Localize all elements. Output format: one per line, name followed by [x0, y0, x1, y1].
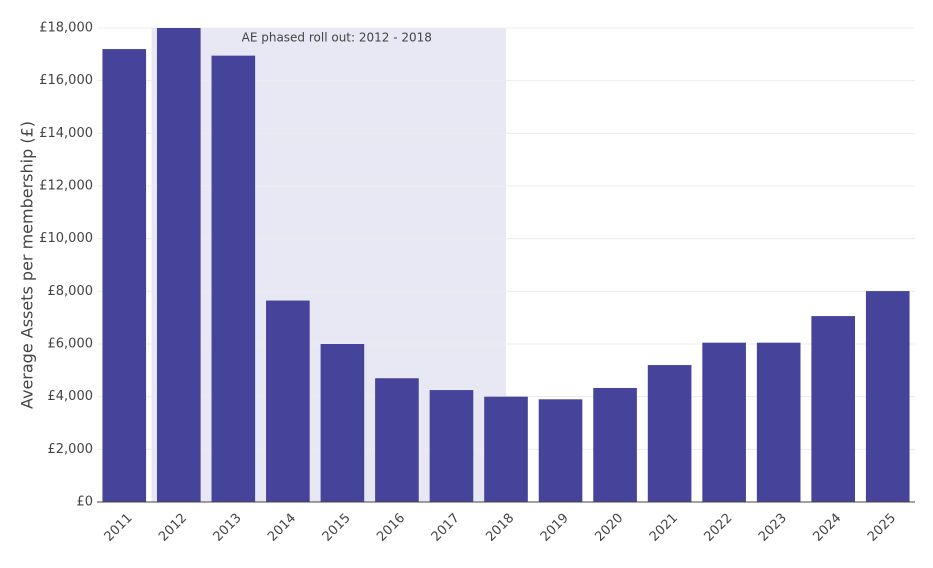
- bar: [375, 378, 419, 502]
- y-axis-title: Average Assets per membership (£): [18, 121, 37, 409]
- bar: [865, 291, 910, 502]
- bar: [756, 342, 801, 502]
- highlight-label: AE phased roll out: 2012 - 2018: [242, 31, 432, 45]
- bar: [647, 365, 692, 502]
- bar: [811, 316, 856, 502]
- x-tick-label: 2014: [265, 511, 299, 545]
- y-tick-label: £18,000: [39, 21, 93, 36]
- y-tick-label: £6,000: [48, 337, 94, 352]
- x-tick-label: 2019: [538, 511, 572, 545]
- bar: [266, 300, 310, 502]
- y-tick-label: £2,000: [48, 442, 94, 457]
- x-tick-label: 2013: [211, 511, 245, 545]
- bar: [102, 49, 147, 503]
- bar: [593, 387, 637, 502]
- x-tick-label: 2016: [374, 511, 408, 545]
- x-tick-label: 2020: [592, 511, 626, 545]
- x-tick-label: 2021: [647, 511, 681, 545]
- bar: [211, 55, 256, 503]
- y-tick-label: £0: [76, 495, 93, 510]
- bar: [156, 28, 201, 502]
- x-tick-label: 2025: [865, 511, 899, 545]
- x-tick-label: 2012: [156, 511, 190, 545]
- x-tick-label: 2015: [320, 511, 354, 545]
- x-tick-label: 2022: [701, 511, 735, 545]
- bar: [320, 344, 365, 502]
- bar: [484, 396, 528, 502]
- x-tick-label: 2011: [102, 511, 136, 545]
- x-tick-label: 2024: [810, 511, 844, 545]
- y-tick-label: £14,000: [39, 126, 93, 141]
- y-tick-label: £10,000: [39, 231, 93, 246]
- bar: [429, 390, 474, 502]
- x-tick-label: 2023: [756, 511, 790, 545]
- x-tick-label: 2017: [429, 511, 463, 545]
- bar: [538, 399, 583, 502]
- y-tick-label: £8,000: [48, 284, 94, 299]
- y-tick-label: £4,000: [48, 389, 94, 404]
- y-tick-label: £16,000: [39, 73, 93, 88]
- x-tick-label: 2018: [483, 511, 517, 545]
- bar: [702, 342, 746, 502]
- y-tick-label: £12,000: [39, 179, 93, 194]
